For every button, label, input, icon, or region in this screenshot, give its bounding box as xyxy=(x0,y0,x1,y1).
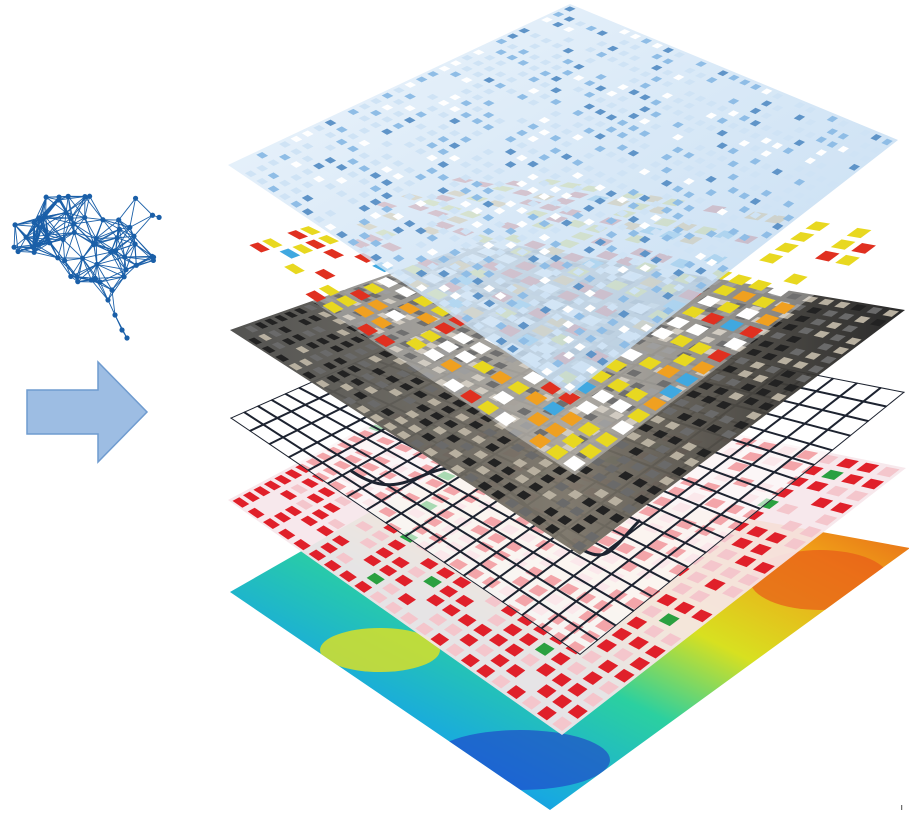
corner-mark: ı xyxy=(900,803,903,813)
right-arrow-icon xyxy=(27,362,147,462)
neural-network-brain-icon xyxy=(11,194,161,341)
